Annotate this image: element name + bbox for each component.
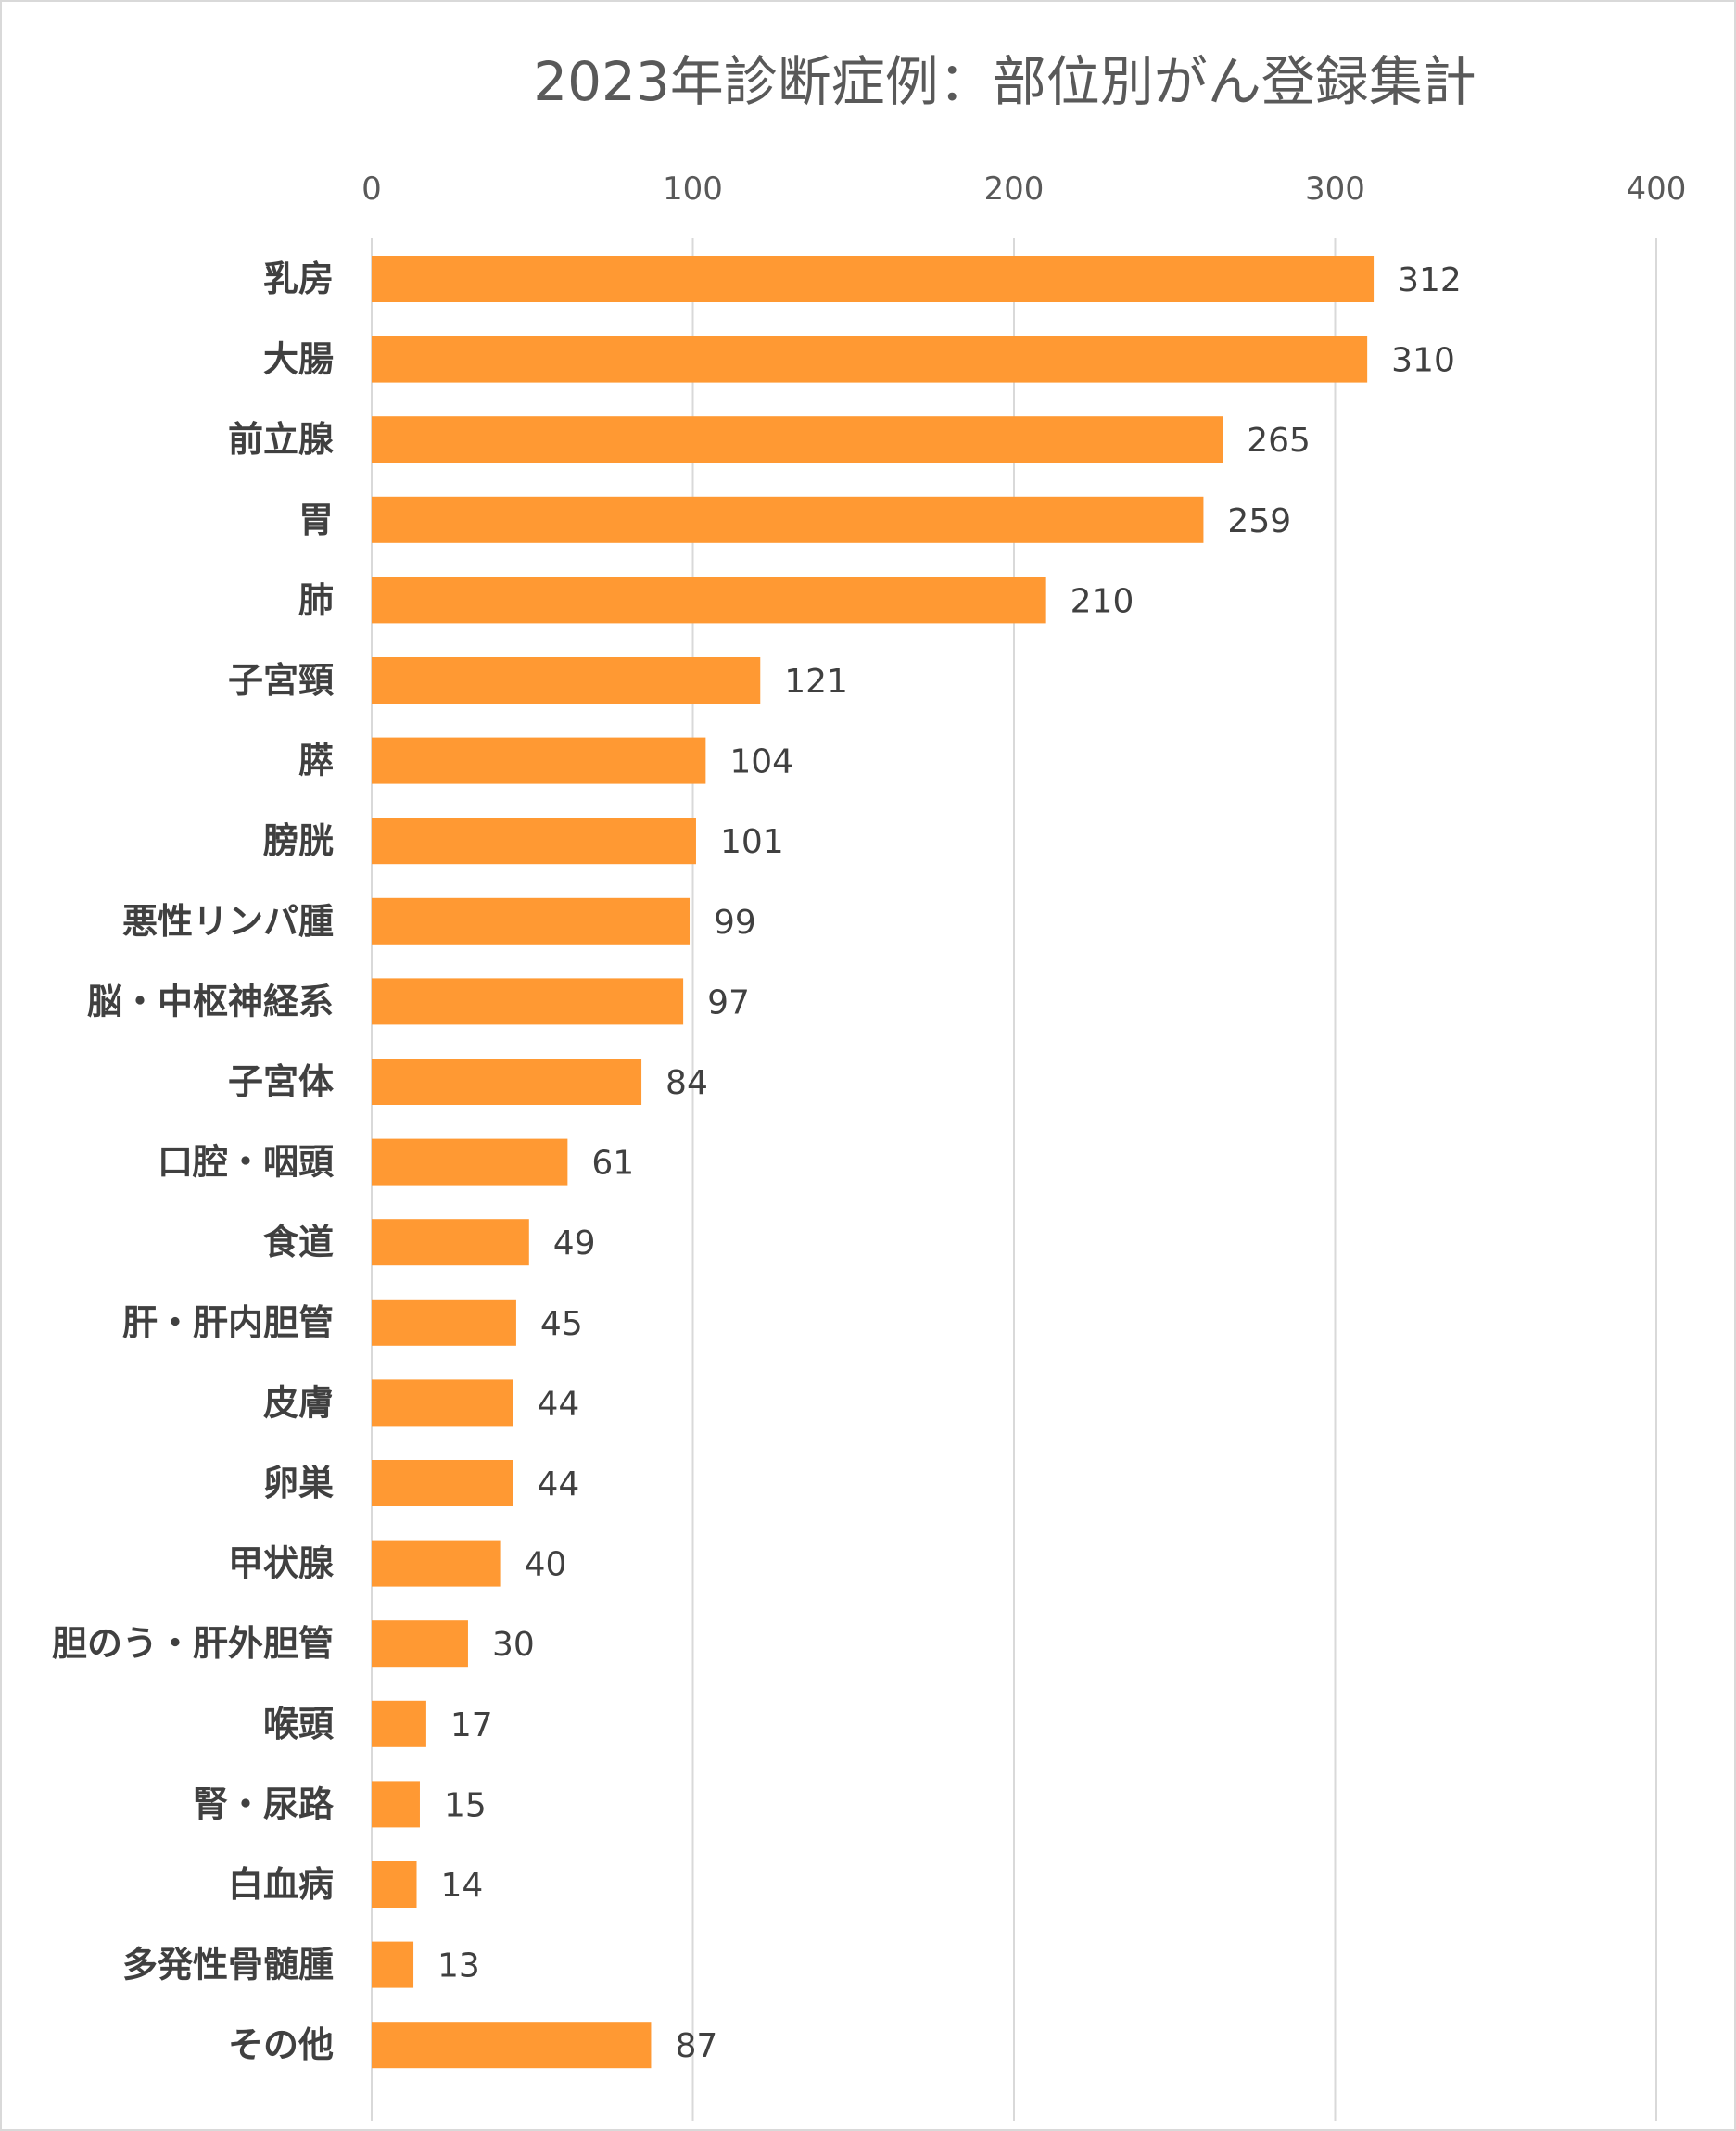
data-label-10: 97 <box>707 983 750 1021</box>
data-label-19: 17 <box>450 1706 493 1744</box>
bar-11 <box>372 1059 642 1105</box>
category-label-16: 卵巣 <box>263 1463 334 1503</box>
category-label-21: 白血病 <box>228 1864 334 1905</box>
data-label-7: 104 <box>729 743 793 781</box>
category-label-5: 肺 <box>298 579 334 620</box>
data-label-23: 87 <box>675 2027 717 2065</box>
bar-4 <box>372 496 1204 543</box>
category-label-6: 子宮頸 <box>228 660 334 701</box>
bar-21 <box>372 1861 417 1908</box>
data-label-9: 99 <box>714 904 756 942</box>
category-label-4: 胃 <box>298 500 334 540</box>
bar-9 <box>372 897 691 945</box>
category-label-13: 食道 <box>263 1222 334 1262</box>
bar-8 <box>372 818 696 865</box>
category-label-8: 膀胱 <box>263 820 334 861</box>
data-label-6: 121 <box>784 663 848 701</box>
data-label-4: 259 <box>1227 502 1291 540</box>
bars <box>372 256 1375 2069</box>
bar-14 <box>372 1299 516 1346</box>
category-label-1: 乳房 <box>263 259 334 299</box>
x-tick-label-400: 400 <box>1627 171 1687 208</box>
bar-5 <box>372 577 1046 624</box>
chart-title: 2023年診断症例：部位別がん登録集計 <box>533 50 1476 113</box>
bar-23 <box>372 2022 652 2069</box>
category-label-17: 甲状腺 <box>228 1543 335 1584</box>
data-label-17: 40 <box>525 1546 567 1584</box>
bar-22 <box>372 1941 414 1988</box>
bar-15 <box>372 1379 513 1427</box>
category-label-15: 皮膚 <box>263 1382 334 1423</box>
category-label-22: 多発性骨髄腫 <box>122 1945 334 1985</box>
bar-13 <box>372 1219 529 1266</box>
category-label-18: 胆のう・肝外胆管 <box>52 1623 334 1664</box>
data-label-18: 30 <box>492 1626 535 1664</box>
bar-2 <box>372 336 1368 383</box>
data-label-20: 15 <box>444 1786 487 1824</box>
data-label-1: 312 <box>1398 261 1462 299</box>
category-label-19: 喉頭 <box>263 1704 335 1744</box>
bar-6 <box>372 657 761 704</box>
data-label-5: 210 <box>1071 582 1134 620</box>
bar-1 <box>372 256 1375 302</box>
data-label-12: 61 <box>591 1145 634 1183</box>
category-label-12: 口腔・咽頭 <box>158 1142 335 1183</box>
x-tick-label-200: 200 <box>984 171 1045 208</box>
bar-17 <box>372 1540 501 1587</box>
category-label-11: 子宮体 <box>228 1061 334 1102</box>
category-label-2: 大腸 <box>263 339 334 380</box>
bar-12 <box>372 1138 568 1186</box>
bar-3 <box>372 416 1223 463</box>
category-label-7: 膵 <box>298 741 334 781</box>
data-label-2: 310 <box>1391 342 1455 380</box>
x-tick-label-100: 100 <box>663 171 723 208</box>
data-label-11: 84 <box>665 1064 708 1102</box>
bar-16 <box>372 1460 513 1506</box>
data-label-22: 13 <box>437 1947 480 1985</box>
x-axis-ticks: 0 100 200 300 400 <box>361 171 1686 208</box>
bar-19 <box>372 1700 426 1747</box>
category-label-14: 肝・肝内胆管 <box>122 1302 334 1343</box>
bar-20 <box>372 1781 420 1828</box>
data-label-3: 265 <box>1247 422 1311 460</box>
category-labels: 乳房大腸前立腺胃肺子宮頸膵膀胱悪性リンパ腫脳・中枢神経系子宮体口腔・咽頭食道肝・… <box>52 259 335 2065</box>
data-label-14: 45 <box>540 1305 583 1343</box>
x-tick-label-300: 300 <box>1305 171 1365 208</box>
category-label-10: 脳・中枢神経系 <box>87 981 334 1021</box>
data-label-21: 14 <box>441 1867 484 1905</box>
category-label-3: 前立腺 <box>228 419 335 460</box>
category-label-9: 悪性リンパ腫 <box>122 901 334 942</box>
category-label-23: その他 <box>228 2024 334 2065</box>
data-label-13: 49 <box>553 1224 596 1262</box>
category-label-20: 腎・尿路 <box>193 1783 335 1824</box>
bar-10 <box>372 978 684 1025</box>
bar-7 <box>372 737 706 784</box>
bar-18 <box>372 1620 468 1668</box>
data-label-16: 44 <box>537 1465 579 1503</box>
x-tick-label-0: 0 <box>361 171 382 208</box>
data-label-8: 101 <box>720 823 784 861</box>
data-labels: 312 310 265 259 210 121 104 101 99 97 84 61 49 45 44 44… <box>437 261 1462 2065</box>
data-label-15: 44 <box>537 1385 579 1423</box>
